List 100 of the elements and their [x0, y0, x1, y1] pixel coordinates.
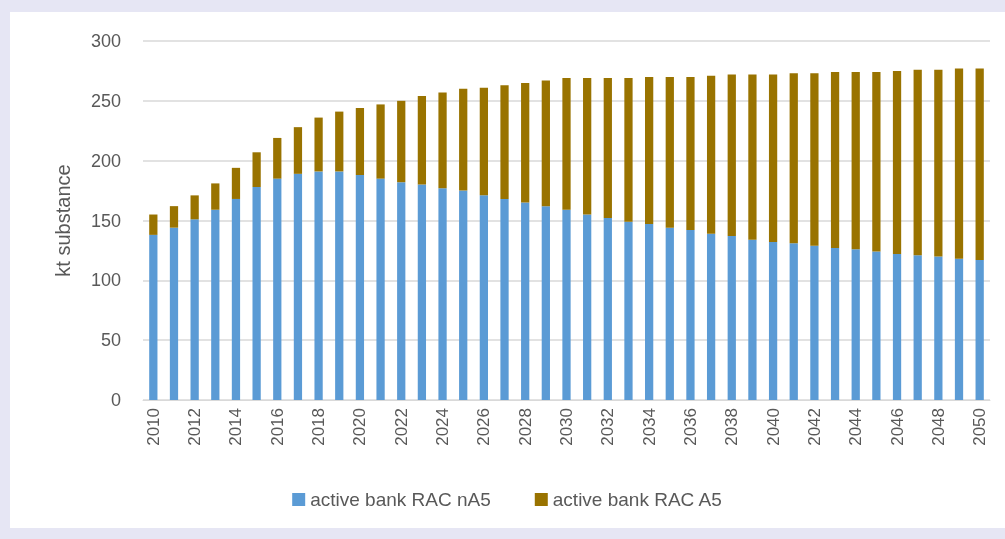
bar	[624, 78, 633, 222]
x-tick-label: 2050	[970, 408, 990, 446]
bar	[768, 74, 778, 243]
bar	[211, 209, 220, 400]
bar	[500, 198, 509, 400]
bar	[686, 230, 695, 400]
bar	[231, 167, 241, 199]
bar	[314, 171, 323, 400]
bar	[335, 111, 344, 172]
x-tick-label: 2034	[639, 408, 659, 446]
bar	[417, 96, 427, 185]
bar	[645, 224, 654, 400]
bar	[954, 68, 964, 259]
bar	[603, 218, 612, 400]
bar	[335, 171, 344, 400]
bar	[706, 75, 716, 234]
bar	[190, 195, 199, 220]
bar	[479, 87, 488, 196]
x-tick-label: 2010	[143, 408, 163, 446]
bar	[521, 202, 530, 400]
bar	[355, 108, 365, 176]
bar	[190, 219, 199, 400]
bar	[934, 69, 943, 257]
bar	[211, 183, 220, 210]
bar	[789, 243, 798, 400]
x-tick-label: 2014	[226, 408, 246, 446]
bar	[665, 227, 674, 400]
bar	[169, 227, 179, 400]
y-axis-title: kt substance	[52, 164, 74, 277]
bar	[789, 73, 798, 244]
bar	[583, 214, 592, 400]
bar	[892, 254, 902, 400]
bar	[665, 76, 674, 228]
x-tick-label: 2018	[309, 408, 329, 446]
bar	[686, 76, 695, 231]
bar	[624, 221, 633, 400]
bar	[438, 188, 447, 400]
bar	[273, 137, 282, 179]
bar	[252, 186, 261, 400]
bar	[583, 78, 592, 215]
x-tick-label: 2016	[267, 408, 287, 446]
x-tick-label: 2028	[515, 408, 535, 446]
bar	[810, 73, 819, 246]
y-tick-label: 250	[90, 90, 121, 111]
x-tick-label: 2022	[391, 408, 411, 446]
bar	[314, 117, 323, 172]
bar	[500, 85, 509, 199]
bar	[913, 69, 922, 256]
bar	[376, 178, 385, 400]
bar	[830, 248, 840, 400]
bar	[851, 72, 860, 250]
bar	[479, 195, 488, 400]
bar	[872, 72, 881, 252]
bar	[645, 76, 654, 225]
bar	[417, 184, 427, 400]
bar	[727, 74, 736, 237]
bar	[149, 214, 158, 235]
bar	[562, 78, 571, 210]
bar	[541, 206, 550, 400]
x-tick-label: 2040	[763, 408, 783, 446]
x-tick-label: 2038	[722, 408, 742, 446]
bar	[149, 234, 158, 400]
x-tick-label: 2024	[433, 408, 453, 446]
bar	[913, 255, 922, 400]
x-tick-label: 2036	[680, 408, 700, 446]
legend-label: active bank RAC nA5	[310, 489, 491, 510]
bar	[252, 152, 261, 187]
x-tick-label: 2030	[557, 408, 576, 446]
x-tick-label: 2048	[928, 408, 948, 446]
bar	[273, 178, 282, 400]
bar	[293, 127, 303, 174]
y-tick-label: 0	[110, 390, 121, 410]
bar	[727, 236, 736, 400]
bar	[830, 72, 840, 249]
legend-label: active bank RAC A5	[552, 489, 722, 510]
x-tick-label: 2044	[846, 408, 866, 446]
x-tick-label: 2046	[887, 408, 907, 446]
bar	[934, 256, 943, 400]
x-tick-label: 2020	[350, 408, 370, 446]
bar	[603, 78, 612, 219]
bar	[169, 206, 179, 228]
bar	[851, 249, 860, 400]
bar	[438, 92, 447, 189]
bar	[768, 242, 778, 400]
bar	[376, 104, 385, 179]
x-tick-label: 2032	[598, 408, 618, 446]
bar	[231, 198, 241, 400]
bar	[872, 251, 881, 400]
bar	[541, 80, 550, 207]
bar	[748, 74, 757, 240]
x-tick-label: 2042	[804, 408, 824, 446]
bar	[397, 100, 406, 183]
bar	[459, 88, 468, 191]
y-tick-label: 50	[100, 330, 121, 351]
bar	[748, 239, 757, 400]
bar	[459, 190, 468, 400]
bar	[355, 175, 365, 400]
bar	[975, 259, 984, 400]
bar	[975, 68, 984, 260]
bar	[521, 82, 530, 203]
